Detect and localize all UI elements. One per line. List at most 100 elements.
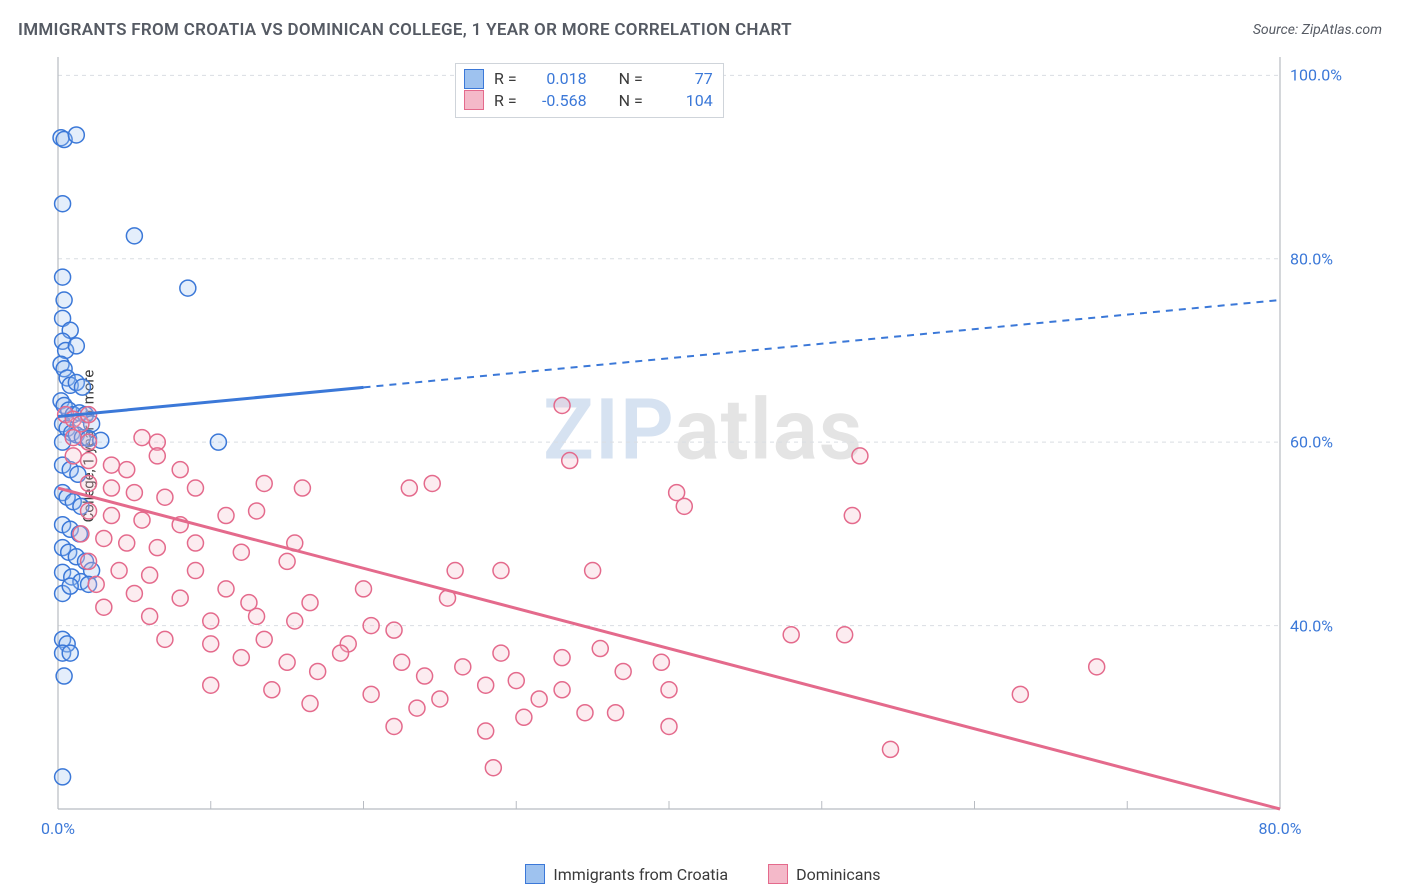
dominicans-point: [417, 668, 433, 684]
croatia-point: [68, 127, 84, 143]
dominicans-point: [157, 489, 173, 505]
series-legend: Immigrants from Croatia Dominicans: [0, 864, 1406, 884]
dominicans-point: [554, 682, 570, 698]
dominicans-point: [157, 631, 173, 647]
dominicans-point: [203, 677, 219, 693]
dominicans-point: [554, 397, 570, 413]
dominicans-point: [485, 760, 501, 776]
dominicans-point: [401, 480, 417, 496]
dominicans-point: [585, 563, 601, 579]
dominicans-point: [81, 553, 97, 569]
dominicans-point: [554, 650, 570, 666]
dominicans-point: [233, 650, 249, 666]
croatia-point: [56, 668, 72, 684]
dominicans-point: [394, 654, 410, 670]
croatia-point: [74, 379, 90, 395]
croatia-point: [126, 228, 142, 244]
series-legend-item: Immigrants from Croatia: [525, 864, 728, 884]
dominicans-point: [363, 686, 379, 702]
dominicans-point: [103, 457, 119, 473]
dominicans-point: [592, 641, 608, 657]
dominicans-point: [249, 608, 265, 624]
dominicans-point: [783, 627, 799, 643]
n-value-croatia: 77: [653, 68, 713, 90]
r-value-croatia: 0.018: [527, 68, 587, 90]
chart-svg: [50, 55, 1350, 845]
r-label: R =: [494, 68, 517, 90]
stats-legend-row: R = 0.018 N = 77: [464, 68, 713, 90]
stats-legend-row: R = -0.568 N = 104: [464, 90, 713, 112]
source-label: Source:: [1253, 22, 1298, 38]
source-attribution: Source: ZipAtlas.com: [1253, 22, 1382, 38]
dominicans-point: [142, 567, 158, 583]
dominicans-point: [882, 741, 898, 757]
dominicans-point: [187, 535, 203, 551]
dominicans-point: [661, 682, 677, 698]
dominicans-point: [302, 696, 318, 712]
dominicans-regression: [58, 488, 1280, 809]
dominicans-point: [279, 654, 295, 670]
dominicans-point: [493, 645, 509, 661]
x-tick-label: 0.0%: [41, 819, 75, 838]
croatia-point: [180, 280, 196, 296]
dominicans-point: [287, 613, 303, 629]
series-legend-item: Dominicans: [768, 864, 880, 884]
dominicans-point: [96, 530, 112, 546]
dominicans-point: [424, 475, 440, 491]
legend-swatch-croatia: [525, 864, 545, 884]
legend-swatch-croatia: [464, 69, 484, 89]
dominicans-point: [363, 618, 379, 634]
r-value-dominicans: -0.568: [527, 90, 587, 112]
dominicans-point: [837, 627, 853, 643]
chart-title: IMMIGRANTS FROM CROATIA VS DOMINICAN COL…: [18, 20, 792, 40]
dominicans-point: [310, 663, 326, 679]
dominicans-point: [409, 700, 425, 716]
dominicans-point: [455, 659, 471, 675]
dominicans-point: [531, 691, 547, 707]
dominicans-point: [218, 508, 234, 524]
dominicans-point: [577, 705, 593, 721]
dominicans-point: [432, 691, 448, 707]
legend-swatch-dominicans: [768, 864, 788, 884]
croatia-point: [55, 769, 71, 785]
dominicans-point: [134, 430, 150, 446]
dominicans-point: [508, 673, 524, 689]
dominicans-point: [447, 563, 463, 579]
croatia-regression-extrapolated: [364, 300, 1281, 387]
dominicans-point: [119, 462, 135, 478]
croatia-point: [62, 645, 78, 661]
n-value-dominicans: 104: [653, 90, 713, 112]
dominicans-point: [65, 430, 81, 446]
dominicans-point: [676, 498, 692, 514]
dominicans-point: [119, 535, 135, 551]
dominicans-point: [1012, 686, 1028, 702]
dominicans-point: [73, 526, 89, 542]
dominicans-point: [661, 718, 677, 734]
plot-area: 40.0%60.0%80.0%100.0%0.0%80.0%: [50, 55, 1350, 845]
dominicans-point: [111, 563, 127, 579]
dominicans-point: [279, 553, 295, 569]
n-label: N =: [619, 90, 643, 112]
dominicans-point: [103, 508, 119, 524]
dominicans-point: [478, 723, 494, 739]
dominicans-point: [96, 599, 112, 615]
dominicans-point: [615, 663, 631, 679]
series-label-croatia: Immigrants from Croatia: [553, 865, 728, 884]
dominicans-point: [134, 512, 150, 528]
dominicans-point: [172, 462, 188, 478]
dominicans-point: [386, 622, 402, 638]
dominicans-point: [81, 434, 97, 450]
dominicans-point: [88, 576, 104, 592]
croatia-point: [210, 434, 226, 450]
dominicans-point: [142, 608, 158, 624]
dominicans-point: [516, 709, 532, 725]
croatia-point: [68, 338, 84, 354]
dominicans-point: [187, 480, 203, 496]
dominicans-point: [844, 508, 860, 524]
x-tick-label: 80.0%: [1259, 819, 1302, 838]
dominicans-point: [233, 544, 249, 560]
dominicans-point: [653, 654, 669, 670]
dominicans-point: [149, 540, 165, 556]
r-label: R =: [494, 90, 517, 112]
dominicans-point: [126, 485, 142, 501]
